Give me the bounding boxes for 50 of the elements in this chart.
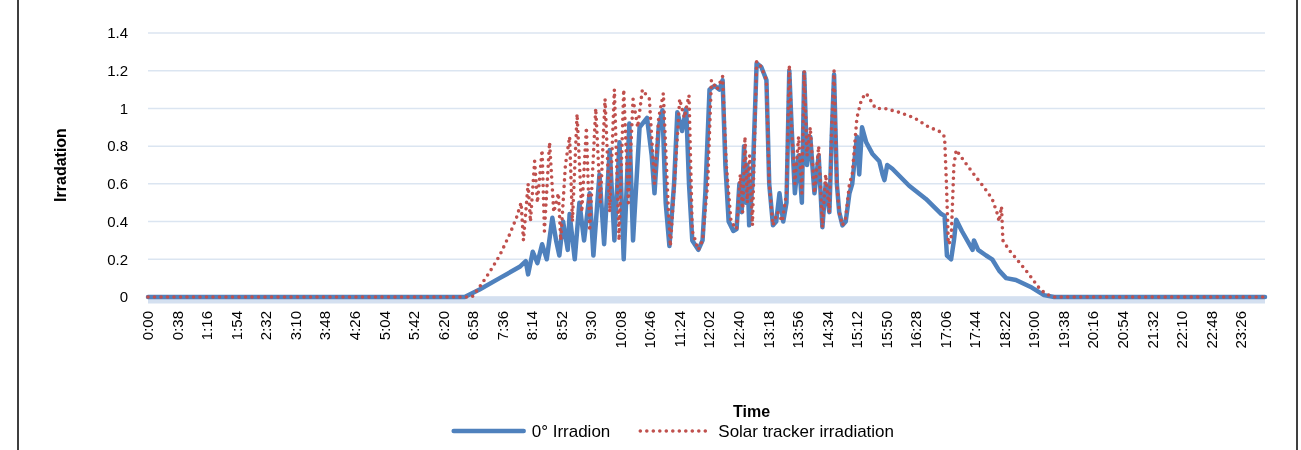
y-tick-label: 1.2 bbox=[107, 61, 128, 79]
x-tick-label: 23:26 bbox=[1232, 311, 1250, 349]
y-tick-label: 0.2 bbox=[107, 250, 128, 268]
x-tick-label: 6:58 bbox=[464, 311, 482, 341]
x-tick-label: 15:12 bbox=[848, 311, 866, 349]
x-tick-label: 17:06 bbox=[936, 311, 954, 349]
x-tick-label: 19:00 bbox=[1025, 311, 1043, 349]
x-tick-label: 13:56 bbox=[789, 311, 807, 349]
x-tick-label: 7:36 bbox=[493, 311, 511, 341]
x-tick-label: 6:20 bbox=[434, 311, 452, 341]
legend-label: 0° Irradion bbox=[531, 421, 611, 441]
x-tick-label: 20:16 bbox=[1084, 311, 1102, 349]
x-tick-label: 9:30 bbox=[582, 311, 600, 341]
x-tick-label: 17:44 bbox=[966, 311, 984, 349]
x-tick-label: 10:46 bbox=[641, 311, 659, 349]
x-tick-label: 12:40 bbox=[730, 311, 748, 349]
x-tick-label: 14:34 bbox=[818, 311, 836, 349]
x-tick-label: 4:26 bbox=[346, 311, 364, 341]
x-tick-label: 21:32 bbox=[1143, 311, 1161, 349]
x-tick-label: 22:10 bbox=[1173, 311, 1191, 349]
x-tick-label: 5:04 bbox=[375, 311, 393, 341]
x-tick-label: 22:48 bbox=[1202, 311, 1220, 349]
x-tick-label: 20:54 bbox=[1114, 311, 1131, 349]
legend-label: Solar tracker irradiation bbox=[718, 421, 895, 441]
y-tick-label: 0.6 bbox=[107, 175, 128, 193]
x-tick-label: 2:32 bbox=[257, 311, 275, 341]
x-tick-label: 10:08 bbox=[611, 311, 629, 349]
x-tick-label: 11:24 bbox=[670, 311, 688, 348]
x-tick-label: 3:10 bbox=[286, 311, 304, 341]
x-tick-label: 8:52 bbox=[552, 311, 570, 341]
x-tick-label: 1:16 bbox=[198, 311, 216, 341]
y-axis-title: Irradation bbox=[52, 128, 69, 202]
x-tick-label: 12:02 bbox=[700, 311, 718, 349]
x-tick-label: 15:50 bbox=[877, 311, 895, 349]
y-tick-label: 0 bbox=[119, 288, 128, 306]
x-axis-title: Time bbox=[732, 403, 771, 420]
x-tick-label: 0:00 bbox=[139, 311, 157, 341]
x-tick-label: 8:14 bbox=[523, 311, 541, 341]
x-tick-label: 13:18 bbox=[759, 311, 777, 349]
x-tick-label: 19:38 bbox=[1054, 311, 1072, 349]
y-tick-label: 1.4 bbox=[107, 24, 128, 42]
x-tick-label: 1:54 bbox=[227, 311, 245, 341]
x-tick-label: 3:48 bbox=[316, 311, 334, 341]
y-tick-label: 0.4 bbox=[107, 212, 128, 230]
x-tick-label: 18:22 bbox=[995, 311, 1013, 349]
x-tick-label: 16:28 bbox=[907, 311, 925, 349]
y-tick-label: 1 bbox=[119, 99, 128, 117]
x-tick-label: 0:38 bbox=[168, 311, 186, 341]
y-tick-label: 0.8 bbox=[107, 137, 128, 155]
x-tick-label: 5:42 bbox=[405, 311, 423, 341]
